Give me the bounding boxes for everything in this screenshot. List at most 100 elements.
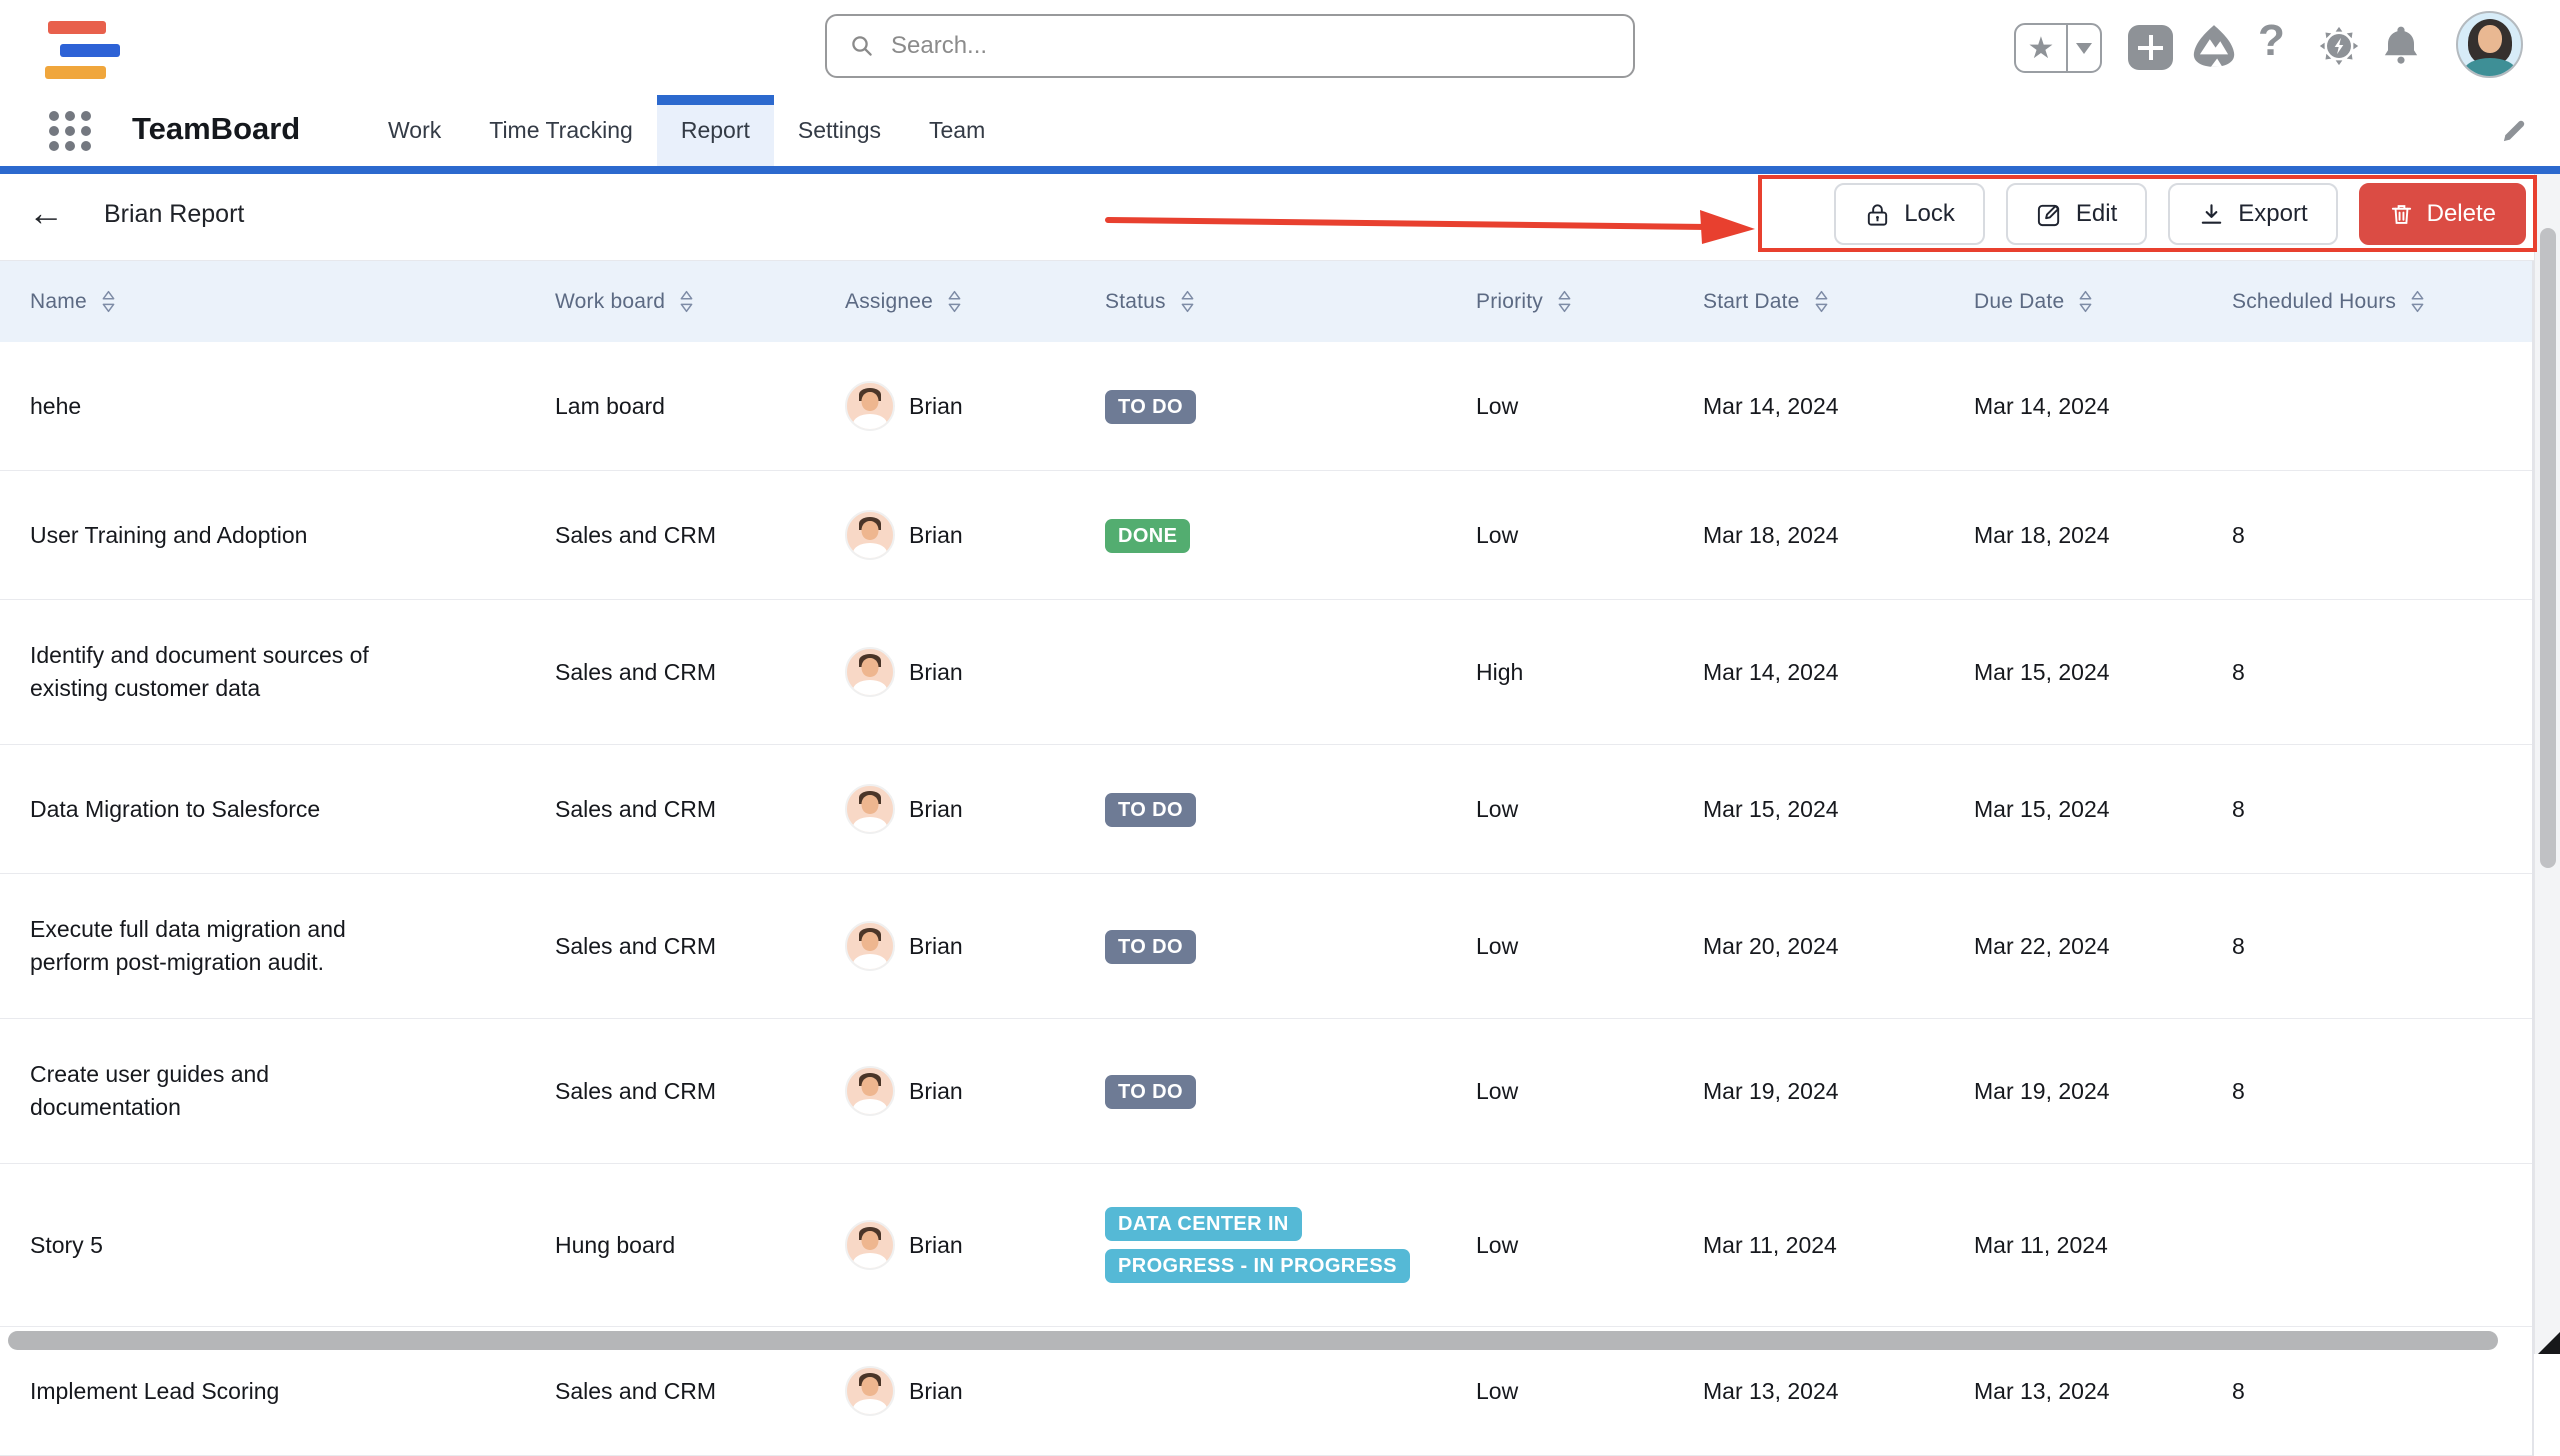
assignee-avatar [845,921,895,971]
status-badge: DONE [1105,519,1190,553]
status-badge: TO DO [1105,930,1196,964]
priority: Low [1476,930,1703,963]
assignee: Brian [845,921,1105,971]
column-header-assignee[interactable]: Assignee [845,289,1105,314]
edit-pencil-icon[interactable] [2498,115,2530,147]
work-board: Sales and CRM [555,656,845,689]
sort-icon[interactable] [1814,289,1829,314]
button-label: Edit [2076,200,2117,228]
button-label: Delete [2427,200,2496,228]
search-bar[interactable] [825,14,1635,78]
due-date: Mar 11, 2024 [1974,1229,2232,1262]
logo-bar-blue [60,44,120,57]
column-label: Assignee [845,290,933,314]
column-header-work-board[interactable]: Work board [555,289,845,314]
sort-icon[interactable] [2410,289,2425,314]
priority: High [1476,656,1703,689]
assignee: Brian [845,510,1105,560]
column-header-scheduled-hours[interactable]: Scheduled Hours [2232,289,2532,314]
report-title: Brian Report [104,200,244,229]
bell-icon[interactable] [2380,24,2422,68]
column-label: Priority [1476,290,1543,314]
assignee-name: Brian [909,930,963,963]
work-board: Sales and CRM [555,519,845,552]
nav-tab-team[interactable]: Team [905,95,1009,166]
search-input[interactable] [891,32,1611,60]
task-name: Implement Lead Scoring [30,1375,555,1408]
due-date: Mar 15, 2024 [1974,656,2232,689]
assignee: Brian [845,1220,1105,1270]
table-row[interactable]: Identify and document sources of existin… [0,600,2532,745]
sort-icon[interactable] [1557,289,1572,314]
due-date: Mar 22, 2024 [1974,930,2232,963]
table-row[interactable]: Execute full data migration and perform … [0,874,2532,1019]
assignee-avatar [845,1220,895,1270]
work-board: Sales and CRM [555,793,845,826]
sort-icon[interactable] [101,289,116,314]
nav-tab-report[interactable]: Report [657,95,774,166]
due-date: Mar 14, 2024 [1974,390,2232,423]
status-badge: DATA CENTER IN PROGRESS - IN PROGRESS [1105,1207,1410,1283]
apps-grid-icon[interactable] [46,109,94,153]
work-board: Lam board [555,390,845,423]
task-name: User Training and Adoption [30,519,555,552]
sort-icon[interactable] [2078,289,2093,314]
lock-button[interactable]: Lock [1834,183,1985,245]
column-label: Scheduled Hours [2232,290,2396,314]
app-title: TeamBoard [132,111,300,147]
column-label: Due Date [1974,290,2064,314]
assignee-name: Brian [909,519,963,552]
priority: Low [1476,793,1703,826]
sort-icon[interactable] [679,289,694,314]
sort-icon[interactable] [1180,289,1195,314]
status: TO DO [1105,929,1476,964]
column-header-name[interactable]: Name [30,289,555,314]
column-header-due-date[interactable]: Due Date [1974,289,2232,314]
column-header-status[interactable]: Status [1105,289,1476,314]
column-label: Name [30,290,87,314]
status-badge: TO DO [1105,793,1196,827]
favorites-dropdown-button[interactable] [2068,25,2100,71]
column-header-start-date[interactable]: Start Date [1703,289,1974,314]
accent-divider [0,166,2560,174]
download-icon [2198,201,2225,228]
nav-tab-work[interactable]: Work [364,95,465,166]
start-date: Mar 20, 2024 [1703,930,1974,963]
nav-tab-time-tracking[interactable]: Time Tracking [465,95,657,166]
horizontal-scrollbar-thumb[interactable] [8,1331,2498,1350]
gear-icon[interactable] [2316,23,2362,69]
back-arrow-icon[interactable]: ← [28,192,64,234]
start-date: Mar 14, 2024 [1703,390,1974,423]
column-header-priority[interactable]: Priority [1476,289,1703,314]
nav-tab-settings[interactable]: Settings [774,95,905,166]
window-resize-corner [2538,1332,2560,1354]
assignee-name: Brian [909,390,963,423]
help-icon[interactable]: ? [2258,16,2285,66]
favorite-star-icon[interactable]: ★ [2016,25,2068,71]
button-label: Export [2238,200,2307,228]
status: TO DO [1105,792,1476,827]
task-name: Create user guides and documentation [30,1058,555,1124]
marketplace-mountains-icon[interactable] [2190,22,2238,70]
user-avatar[interactable] [2456,11,2523,78]
work-board: Sales and CRM [555,930,845,963]
scheduled-hours: 8 [2232,656,2532,689]
create-button[interactable] [2128,25,2173,70]
scheduled-hours: 8 [2232,930,2532,963]
work-board: Hung board [555,1229,845,1262]
delete-button[interactable]: Delete [2359,183,2526,245]
task-name: Story 5 [30,1229,555,1262]
vertical-scrollbar-thumb[interactable] [2540,228,2556,868]
favorites-split-button[interactable]: ★ [2014,23,2102,73]
button-label: Lock [1904,200,1955,228]
export-button[interactable]: Export [2168,183,2337,245]
edit-button[interactable]: Edit [2006,183,2147,245]
column-label: Start Date [1703,290,1800,314]
start-date: Mar 14, 2024 [1703,656,1974,689]
sort-icon[interactable] [947,289,962,314]
